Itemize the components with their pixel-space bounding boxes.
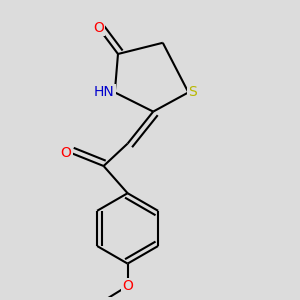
- Text: O: O: [122, 279, 133, 293]
- Text: S: S: [188, 85, 197, 99]
- Text: O: O: [61, 146, 72, 160]
- Text: O: O: [93, 21, 104, 35]
- Text: HN: HN: [94, 85, 115, 99]
